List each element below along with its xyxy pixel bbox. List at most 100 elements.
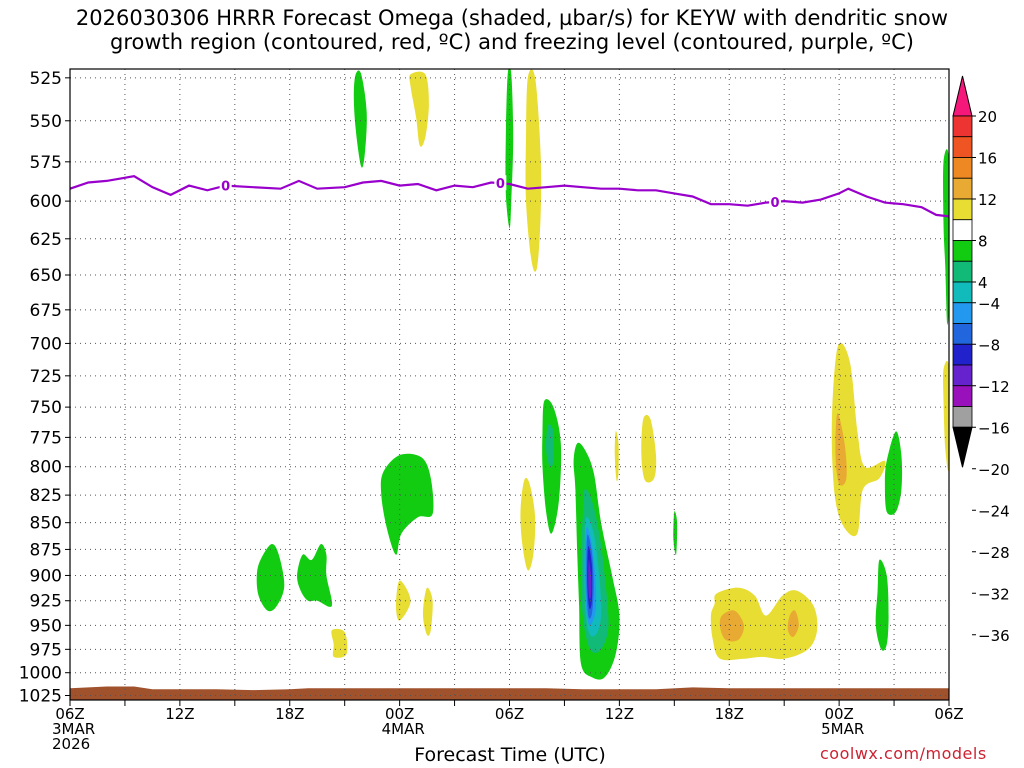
colorbar-box-2 [952,136,973,158]
x-tick-label-48-0: 06Z [934,705,963,723]
y-tick-label-1000: 1000 [19,664,62,684]
x-tick-label-0-0: 06Z [55,705,84,723]
colorbar-label-2: 12 [978,191,997,209]
x-tick-label-30-0: 12Z [605,705,634,723]
colorbar-label-9: −20 [978,461,1010,479]
omega-region-22 [673,511,678,556]
freezing-label-bg-1 [494,175,507,191]
x-tick-label-18-0: 00Z [385,705,414,723]
omega-region-9 [380,453,434,555]
y-tick-label-975: 975 [30,640,62,660]
omega-region-7 [835,413,847,486]
x-tick-label-0-1: 3MAR [52,720,95,738]
colorbar-label-13: −36 [978,627,1010,645]
omega-region-23 [256,544,285,612]
colorbar-box-11 [952,323,973,345]
shading-clip-group [256,69,949,680]
colorbar-label-8: −16 [978,419,1010,437]
colorbar-box-1 [952,115,973,138]
y-tick-label-1025: 1025 [19,687,62,707]
ground-layer [70,686,949,700]
colorbar-label-5: −4 [978,295,1000,313]
colorbar-label-4: 4 [978,274,988,292]
x-tick-label-0-2: 2026 [52,735,90,753]
omega-region-12 [546,424,555,468]
colorbar-box-7 [952,240,973,262]
y-tick-label-775: 775 [30,428,62,448]
x-tick-label-18-1: 4MAR [382,720,425,738]
colorbar-box-6 [952,219,973,241]
omega-region-1 [409,71,429,147]
omega-region-27 [875,559,889,651]
freezing-label-1: 0 [496,177,505,192]
x-axis-label: Forecast Time (UTC) [414,744,606,766]
omega-region-5 [943,360,949,472]
colorbar-label-0: 20 [978,108,997,126]
colorbar: 20 16 12 8 4 −4 −8 −12 −16 −20 −24 −28 −32 −36 [952,75,1010,645]
y-tick-label-825: 825 [30,486,62,506]
y-tick-label-800: 800 [30,458,62,478]
y-tick-label-925: 925 [30,592,62,612]
omega-region-24 [297,544,333,607]
credit-text: coolwx.com/models [820,744,987,763]
omega-shading [256,69,949,680]
title-line-1: 2026030306 HRRR Forecast Omega (shaded, … [75,6,949,30]
y-tick-label-550: 550 [30,112,62,132]
y-axis: 525 550 575 600 625 650 675 700 725 750 775 800 825 8… [19,69,70,707]
y-tick-label-725: 725 [30,367,62,387]
colorbar-top-arrow [952,75,973,117]
x-tick-label-24-0: 06Z [495,705,524,723]
y-tick-label-525: 525 [30,69,62,89]
y-tick-label-950: 950 [30,616,62,636]
omega-region-25 [396,580,411,621]
colorbar-box-10 [952,302,973,324]
colorbar-label-7: −12 [978,378,1010,396]
freezing-label-bg-0 [219,177,232,193]
colorbar-box-12 [952,343,973,366]
omega-region-21 [641,414,657,483]
x-tick-label-12-0: 18Z [275,705,304,723]
colorbar-label-3: 8 [978,233,988,251]
omega-region-20 [614,431,619,482]
colorbar-box-5 [952,198,973,221]
title-line-2: growth region (contoured, red, ºC) and f… [110,30,914,54]
colorbar-box-8 [952,260,973,283]
colorbar-box-13 [952,364,973,387]
y-tick-label-650: 650 [30,266,62,286]
y-tick-label-700: 700 [30,334,62,354]
omega-region-10 [520,477,536,571]
x-tick-label-36-0: 18Z [715,705,744,723]
omega-region-28 [331,628,348,658]
y-tick-label-875: 875 [30,540,62,560]
x-tick-label-42-0: 00Z [824,705,853,723]
y-tick-label-675: 675 [30,301,62,321]
freezing-label-2: 0 [771,196,780,211]
y-tick-label-575: 575 [30,153,62,173]
y-tick-label-850: 850 [30,514,62,534]
colorbar-label-11: −28 [978,544,1010,562]
colorbar-box-3 [952,157,973,179]
y-tick-label-750: 750 [30,398,62,418]
freezing-level-contour: 0 0 0 [69,175,950,218]
colorbar-label-1: 16 [978,150,997,168]
omega-region-29 [710,587,818,661]
omega-region-31 [787,610,799,638]
grid-lines [69,69,950,700]
omega-region-8 [884,431,903,515]
omega-region-4 [943,149,949,325]
freezing-label-0: 0 [221,180,230,195]
colorbar-box-9 [952,281,973,304]
colorbar-box-15 [952,406,973,428]
colorbar-bottom-arrow [952,426,973,468]
freezing-label-bg-2 [769,193,782,209]
colorbar-box-4 [952,177,973,200]
omega-region-6 [831,342,886,537]
x-tick-label-6-0: 12Z [165,705,194,723]
y-tick-label-625: 625 [30,230,62,250]
omega-region-30 [719,610,744,642]
ground-fill [70,686,949,700]
omega-region-2 [505,69,514,229]
colorbar-label-10: −24 [978,502,1010,520]
